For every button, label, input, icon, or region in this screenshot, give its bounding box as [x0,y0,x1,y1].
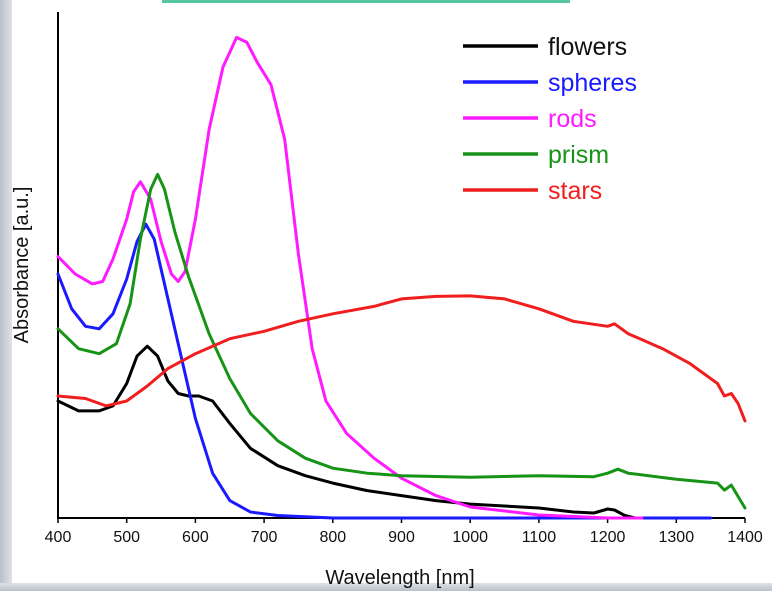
bottom-border-strip [0,583,772,591]
top-accent-bar [162,0,570,3]
x-tick-label: 400 [45,529,72,546]
legend-label-prism: prism [548,141,609,169]
left-border-strip [0,0,12,591]
x-tick-group: 400 500 600 700 800 900 1000 1100 1200 1300 1400 [45,518,763,546]
series-line-spheres [56,222,713,520]
x-tick-label: 500 [113,529,140,546]
x-tick-label: 700 [251,529,278,546]
x-tick-label: 1300 [659,529,695,546]
x-tick-label: 1200 [590,529,626,546]
series-group [56,35,747,520]
x-tick-label: 900 [388,529,415,546]
x-axis-label: Wavelength [nm] [325,567,474,589]
x-tick-label: 1000 [452,529,488,546]
series-line-prism [56,172,747,510]
legend: flowers spheres rods prism stars [463,33,637,205]
legend-label-flowers: flowers [548,33,627,61]
x-tick-label: 600 [182,529,209,546]
legend-label-spheres: spheres [548,69,637,97]
series-line-stars [56,294,747,423]
series-line-flowers [56,344,637,520]
x-tick-label: 1100 [522,529,557,546]
y-axis-label: Absorbance [a.u.] [11,187,33,344]
x-tick-label: 1400 [727,529,763,546]
legend-label-rods: rods [548,105,597,133]
x-tick-label: 800 [319,529,346,546]
legend-label-stars: stars [548,177,602,205]
